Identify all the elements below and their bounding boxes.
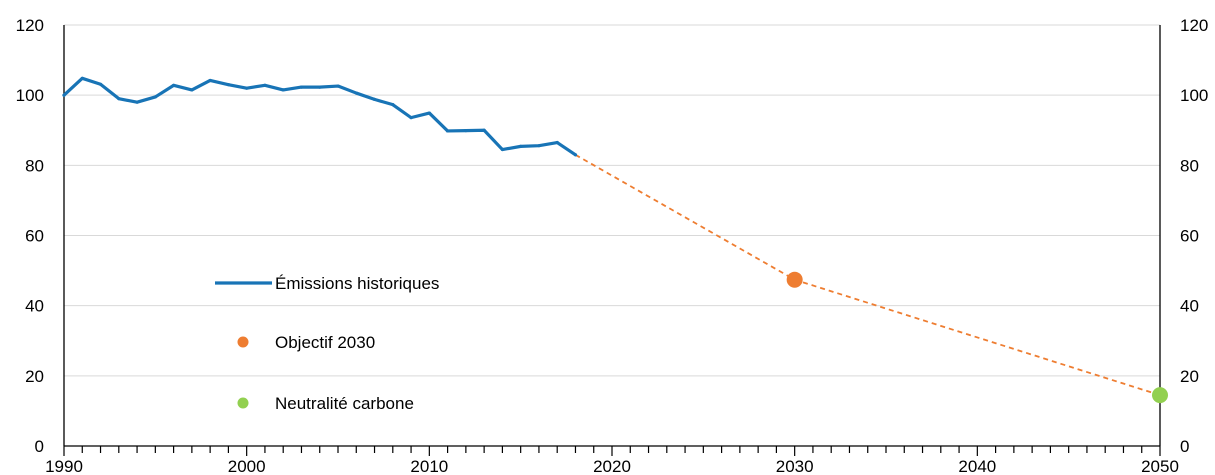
data-point-1999 xyxy=(226,83,230,87)
data-point-2012 xyxy=(464,129,468,133)
y-tick-left-40: 40 xyxy=(25,297,44,316)
y-tick-left-100: 100 xyxy=(16,86,44,105)
data-point-2011 xyxy=(446,129,450,133)
data-point-2013 xyxy=(482,128,486,132)
data-point-2010 xyxy=(427,111,431,115)
data-point-2001 xyxy=(263,83,267,87)
legend-label-1: Objectif 2030 xyxy=(275,333,375,352)
x-tick-2020: 2020 xyxy=(593,457,631,475)
data-point-2009 xyxy=(409,116,413,120)
data-point-2018 xyxy=(573,153,578,157)
plot-area xyxy=(62,76,1168,404)
data-point-1996 xyxy=(172,83,176,87)
data-point-2008 xyxy=(391,103,395,107)
x-tick-2050: 2050 xyxy=(1141,457,1179,475)
y-tick-left-80: 80 xyxy=(25,156,44,175)
y-tick-right-100: 100 xyxy=(1180,86,1208,105)
y-tick-left-20: 20 xyxy=(25,367,44,386)
x-tick-2030: 2030 xyxy=(776,457,814,475)
left-y-tick-labels: 0 20 40 60 80 100 120 xyxy=(16,16,44,456)
data-point-2014 xyxy=(500,147,504,152)
axes xyxy=(63,25,1161,456)
legend-label-2: Neutralité carbone xyxy=(275,394,414,413)
legend: Émissions historiques Objectif 2030 Neutra… xyxy=(215,274,439,413)
series-line-emissions-historiques xyxy=(62,76,578,157)
data-point-1997 xyxy=(190,88,194,92)
y-tick-right-60: 60 xyxy=(1180,227,1199,246)
marker-objectif-2030 xyxy=(786,271,803,288)
data-point-2000 xyxy=(245,86,249,90)
data-point-1990 xyxy=(62,93,66,97)
data-point-2016 xyxy=(537,144,541,148)
data-point-2004 xyxy=(318,85,322,89)
data-point-1994 xyxy=(135,100,139,104)
data-point-1991 xyxy=(80,76,84,80)
x-tick-2010: 2010 xyxy=(410,457,448,475)
y-tick-right-120: 120 xyxy=(1180,16,1208,35)
right-y-tick-labels: 0 20 40 60 80 100 120 xyxy=(1180,16,1208,456)
legend-label-0: Émissions historiques xyxy=(275,274,439,293)
legend-swatch-objectif-2030 xyxy=(237,336,249,348)
y-tick-left-0: 0 xyxy=(35,437,44,456)
data-point-2005 xyxy=(336,84,340,88)
data-point-1998 xyxy=(208,78,212,83)
y-tick-left-60: 60 xyxy=(25,227,44,246)
y-tick-left-120: 120 xyxy=(16,16,44,35)
y-tick-right-20: 20 xyxy=(1180,367,1199,386)
gridlines xyxy=(64,24,1160,377)
data-point-2017 xyxy=(555,140,559,145)
data-point-2007 xyxy=(372,97,377,101)
y-tick-right-40: 40 xyxy=(1180,297,1199,316)
data-point-2003 xyxy=(299,85,304,89)
y-tick-right-0: 0 xyxy=(1180,437,1189,456)
y-tick-right-80: 80 xyxy=(1180,156,1199,175)
marker-neutralite-carbone xyxy=(1152,387,1168,404)
data-point-1995 xyxy=(153,95,157,99)
data-point-1993 xyxy=(117,97,121,101)
x-tick-2040: 2040 xyxy=(958,457,996,475)
x-tick-labels: 1990 2000 2010 2020 2030 2040 2050 xyxy=(45,457,1179,475)
x-tick-2000: 2000 xyxy=(228,457,266,475)
legend-swatch-neutralite-carbone xyxy=(237,397,249,409)
data-point-2015 xyxy=(519,144,523,148)
trajectory-line xyxy=(575,154,1161,396)
data-point-1992 xyxy=(98,82,103,86)
data-point-2002 xyxy=(281,88,285,92)
x-tick-1990: 1990 xyxy=(45,457,83,475)
data-point-2006 xyxy=(354,91,358,95)
